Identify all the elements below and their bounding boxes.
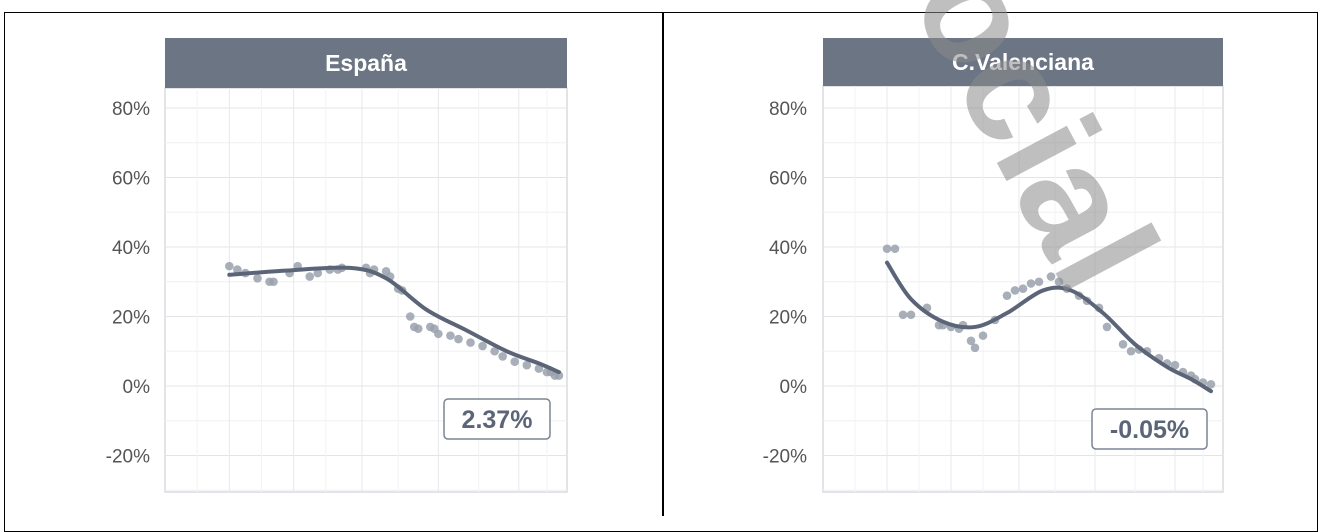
- panel-title-bar: [165, 38, 567, 88]
- data-point: [1118, 340, 1128, 349]
- panel-divider: [662, 12, 664, 516]
- data-point: [446, 331, 455, 340]
- data-point: [454, 334, 463, 344]
- annotation-label: 2.37%: [462, 406, 533, 434]
- data-point: [1206, 379, 1216, 389]
- y-tick-label: 20%: [112, 308, 150, 329]
- trend-line: [227, 265, 561, 375]
- panel-title-bar: [823, 38, 1223, 86]
- panel-title: España: [325, 50, 407, 76]
- data-point: [305, 272, 315, 281]
- data-point: [253, 273, 262, 283]
- data-point: [269, 277, 278, 287]
- data-point: [1046, 272, 1056, 281]
- data-point: [1026, 279, 1036, 288]
- data-point: [1018, 284, 1028, 294]
- data-point: [554, 371, 564, 380]
- y-tick-label: 60%: [112, 169, 150, 190]
- data-point: [313, 268, 323, 278]
- data-point: [970, 343, 980, 353]
- annotation-box: [1091, 408, 1208, 450]
- data-point: [522, 360, 532, 370]
- y-tick-label: 20%: [769, 308, 807, 329]
- data-point: [478, 341, 487, 351]
- data-point: [498, 352, 507, 361]
- data-point: [1054, 277, 1064, 287]
- data-point: [466, 338, 475, 347]
- data-point: [906, 310, 916, 320]
- data-point: [1102, 322, 1112, 332]
- data-point: [1034, 277, 1044, 287]
- y-tick-label: -20%: [106, 447, 150, 468]
- data-point: [534, 364, 544, 373]
- data-point: [1170, 360, 1180, 370]
- y-tick-label: 0%: [780, 377, 808, 398]
- data-point: [898, 310, 908, 320]
- data-point: [966, 336, 976, 346]
- annotation-box: [443, 398, 551, 440]
- data-point: [413, 324, 423, 333]
- chart-panel-espana: España 80% 60% 40% 20% 0% -20% 2.37%: [106, 38, 568, 493]
- data-point: [1002, 291, 1012, 300]
- y-tick-label: 80%: [769, 99, 807, 120]
- y-tick-label: -20%: [763, 447, 807, 468]
- y-tick-label: 80%: [112, 99, 150, 120]
- chart-panel-c-valenciana: C.Valenciana 80% 60% 40% 20% 0% -20% -0.05%: [763, 38, 1224, 493]
- data-point: [233, 265, 242, 274]
- panel-title: C.Valenciana: [952, 49, 1094, 75]
- data-point: [1010, 286, 1020, 295]
- data-point: [1126, 346, 1136, 356]
- data-point: [490, 346, 499, 356]
- data-point: [890, 244, 900, 254]
- annotation-label: -0.05%: [1110, 416, 1189, 444]
- y-tick-label: 40%: [769, 238, 807, 259]
- data-point: [405, 312, 415, 321]
- data-point: [434, 329, 443, 339]
- y-tick-label: 40%: [112, 238, 150, 259]
- y-tick-label: 60%: [769, 169, 807, 190]
- trend-line: [885, 260, 1213, 394]
- y-tick-label: 0%: [123, 377, 151, 398]
- data-point: [225, 261, 234, 271]
- data-point: [882, 244, 892, 254]
- data-point: [978, 331, 988, 340]
- data-point: [510, 357, 520, 366]
